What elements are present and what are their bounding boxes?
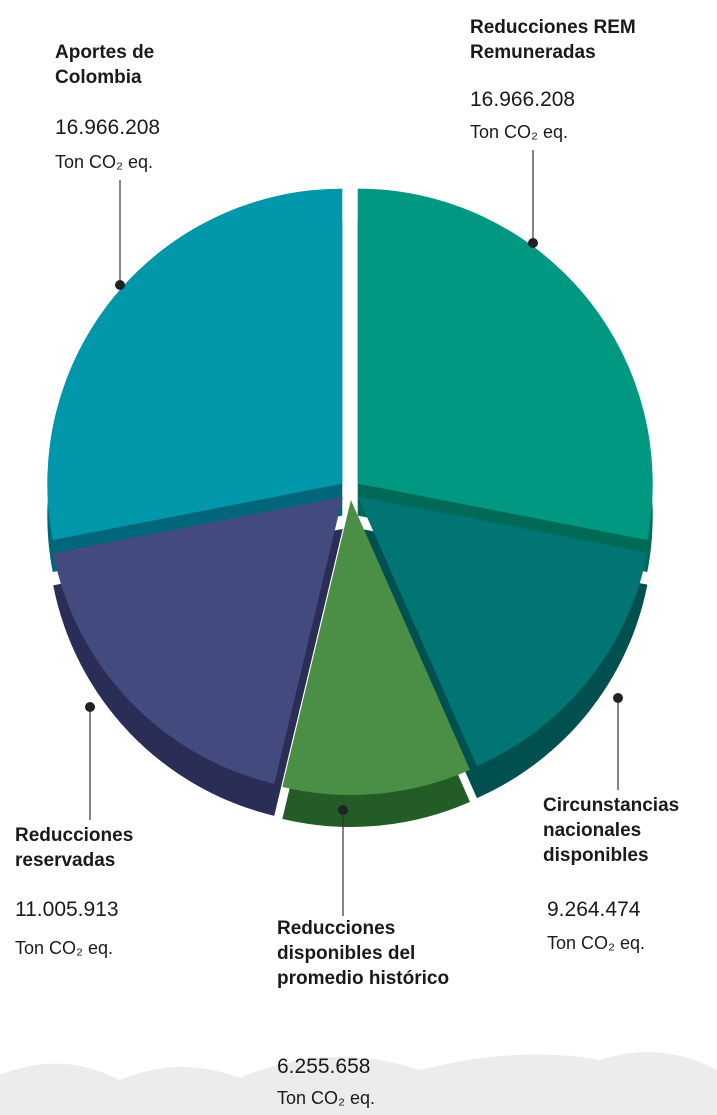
slice-name: Reducciones reservadas <box>15 825 134 871</box>
slice-name: Circunstancias nacionales disponibles <box>543 795 680 866</box>
value-label: 16.966.208 <box>55 116 161 139</box>
slice-name: Aportes de Colombia <box>55 42 155 88</box>
slice <box>282 499 470 795</box>
value-label: 9.264.474 <box>547 898 641 921</box>
slice-name: Reducciones REM Remuneradas <box>470 17 636 63</box>
slice <box>47 188 343 541</box>
background-hills <box>0 1052 717 1115</box>
slice <box>357 188 653 541</box>
value-label: 11.005.913 <box>15 898 119 921</box>
leader-dot <box>338 805 348 815</box>
unit-label: Ton CO₂ eq. <box>15 938 114 958</box>
unit-label: Ton CO₂ eq. <box>55 152 154 172</box>
value-label: 16.966.208 <box>470 88 576 111</box>
leader-dot <box>528 238 538 248</box>
leader-dot <box>613 693 623 703</box>
slice <box>53 496 343 784</box>
unit-label: Ton CO₂ eq. <box>470 122 569 142</box>
leader-dot <box>85 702 95 712</box>
slice-name: Reducciones disponibles del promedio his… <box>277 918 450 989</box>
unit-label: Ton CO₂ eq. <box>277 1088 376 1108</box>
value-label: 6.255.658 <box>277 1055 371 1078</box>
slice <box>357 496 648 767</box>
unit-label: Ton CO₂ eq. <box>547 933 646 953</box>
leader-dot <box>115 280 125 290</box>
